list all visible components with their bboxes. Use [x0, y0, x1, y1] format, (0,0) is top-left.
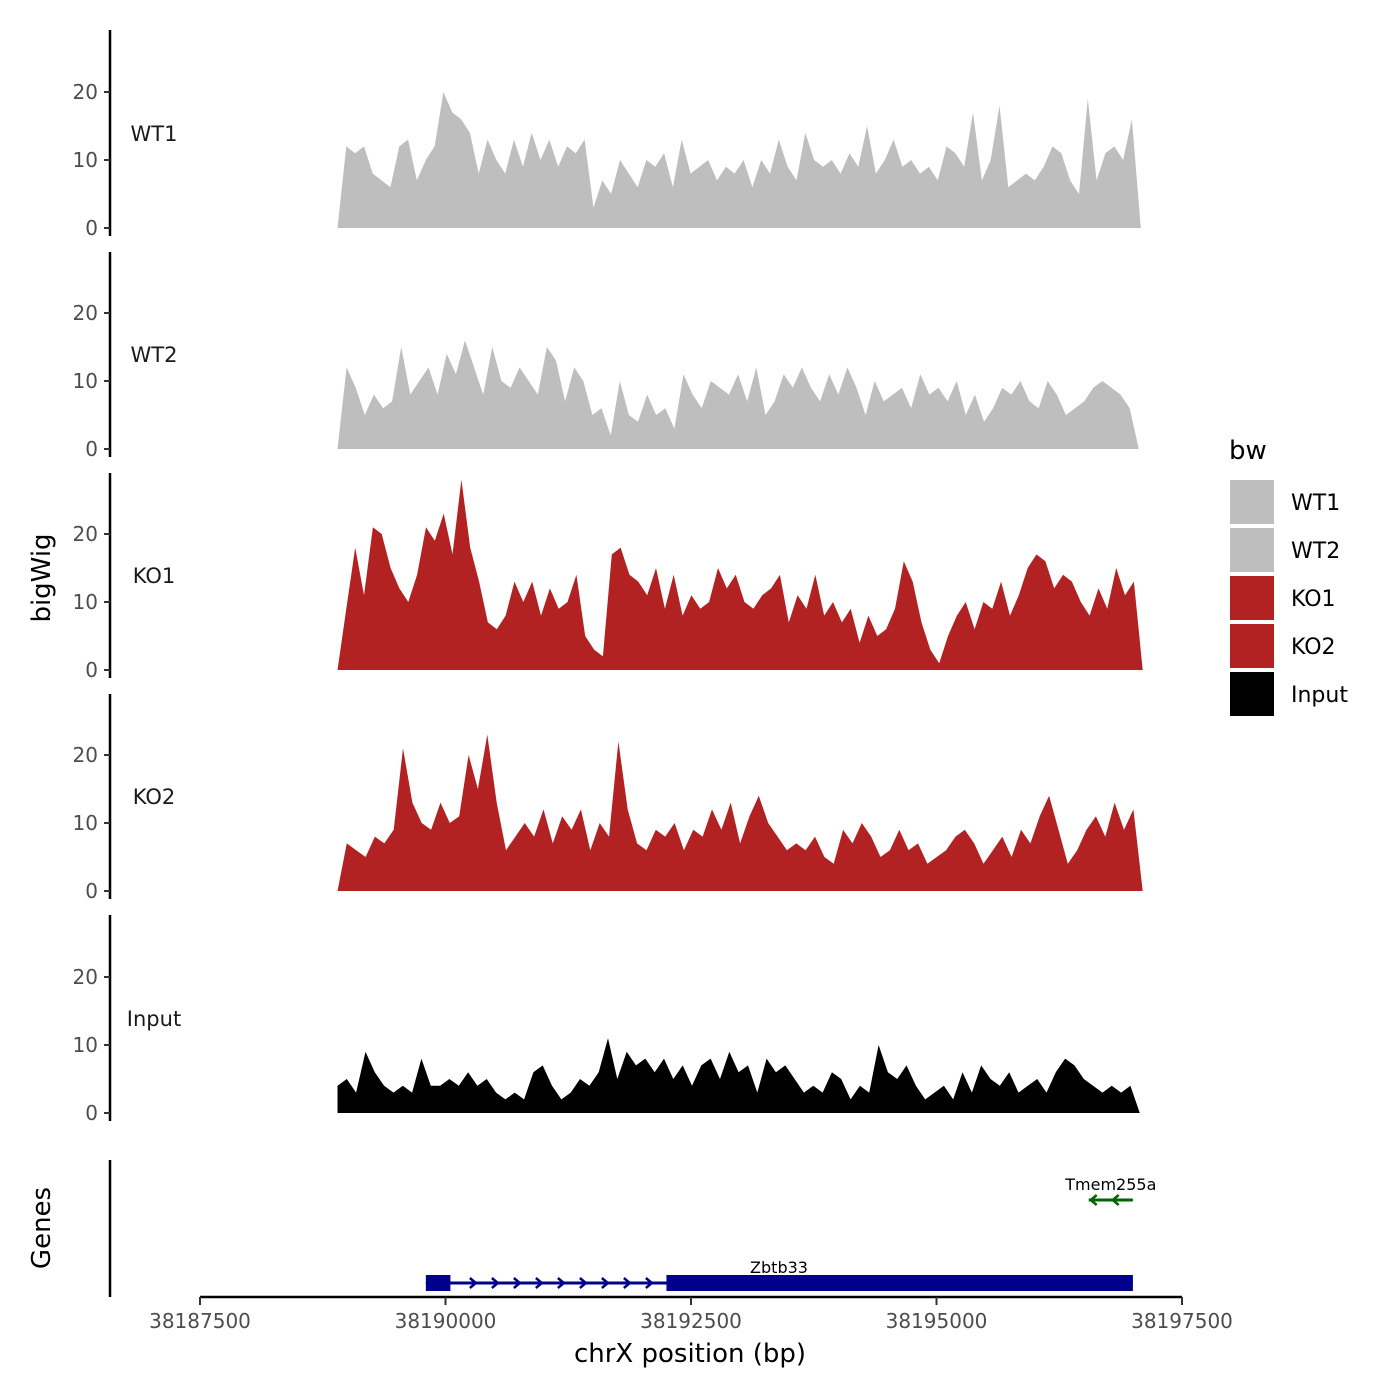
- legend-item-wt1: WT1: [1230, 480, 1340, 524]
- track-ko2: 0 10 20 KO2: [73, 694, 1143, 903]
- strand-arrow: [469, 1277, 478, 1289]
- strand-arrow: [645, 1277, 654, 1289]
- track-label: WT1: [131, 122, 178, 146]
- x-tick-label: 38197500: [1131, 1309, 1233, 1333]
- legend-label: Input: [1291, 683, 1348, 708]
- y-tick-label: 20: [73, 301, 98, 325]
- legend-item-wt2: WT2: [1230, 528, 1340, 572]
- legend-label: WT1: [1291, 491, 1340, 516]
- track-input: 0 10 20 Input: [73, 915, 1140, 1125]
- x-tick-label: 38192500: [640, 1309, 742, 1333]
- legend-label: WT2: [1291, 539, 1340, 564]
- strand-arrow: [557, 1277, 566, 1289]
- gene-label: Tmem255a: [1064, 1175, 1156, 1194]
- y-tick-label: 20: [73, 522, 98, 546]
- coverage-tracks: 0 10 20 WT1 0 10 20 WT2 0 10 20 KO1 0 10 20 KO2 0 10 20 Inp…: [73, 30, 1143, 1125]
- strand-arrow: [623, 1277, 632, 1289]
- series-area-wt1: [337, 92, 1141, 228]
- strand-arrow: [513, 1277, 522, 1289]
- y-tick-label: 10: [73, 590, 98, 614]
- x-tick-label: 38195000: [886, 1309, 988, 1333]
- track-label: Input: [127, 1007, 181, 1031]
- strand-arrow: [1110, 1194, 1120, 1206]
- legend-swatch: [1230, 624, 1274, 668]
- track-label: KO1: [133, 564, 176, 588]
- series-area-ko2: [337, 734, 1143, 891]
- y-tick-label: 20: [73, 965, 98, 989]
- y-tick-label: 0: [85, 437, 98, 461]
- strand-arrow: [579, 1277, 588, 1289]
- y-tick-label: 0: [85, 658, 98, 682]
- legend-label: KO1: [1291, 587, 1336, 612]
- legend-swatch: [1230, 480, 1274, 524]
- gene-label: Zbtb33: [750, 1258, 808, 1277]
- x-tick-label: 38190000: [395, 1309, 497, 1333]
- gene-tmem255a: Tmem255a: [1064, 1175, 1156, 1206]
- y-tick-label: 10: [73, 148, 98, 172]
- strand-arrow: [535, 1277, 544, 1289]
- y-tick-label: 0: [85, 1101, 98, 1125]
- gene-exon: [666, 1275, 1133, 1291]
- legend-item-ko2: KO2: [1230, 624, 1336, 668]
- x-axis: 38187500 38190000 38192500 38195000 38197500: [149, 1295, 1233, 1333]
- series-area-wt2: [337, 340, 1139, 449]
- series-area-input: [337, 1038, 1140, 1113]
- legend-item-input: Input: [1230, 672, 1348, 716]
- y-tick-label: 10: [73, 811, 98, 835]
- strand-arrow: [601, 1277, 610, 1289]
- legend-swatch: [1230, 576, 1274, 620]
- y-tick-label: 20: [73, 743, 98, 767]
- track-label: WT2: [131, 343, 178, 367]
- legend-swatch: [1230, 672, 1274, 716]
- y-tick-label: 10: [73, 369, 98, 393]
- x-axis-title: chrX position (bp): [574, 1339, 806, 1369]
- y-axis-title: bigWig: [27, 533, 57, 622]
- genes-panel: Genes Zbtb33 Tmem255a: [27, 1160, 1156, 1297]
- track-wt1: 0 10 20 WT1: [73, 30, 1141, 240]
- y-tick-label: 10: [73, 1033, 98, 1057]
- legend-title: bw: [1229, 436, 1267, 466]
- track-wt2: 0 10 20 WT2: [73, 252, 1139, 461]
- gene-zbtb33: Zbtb33: [425, 1258, 1133, 1291]
- x-tick-label: 38187500: [149, 1309, 251, 1333]
- y-tick-label: 20: [73, 80, 98, 104]
- legend-swatch: [1230, 528, 1274, 572]
- y-tick-label: 0: [85, 879, 98, 903]
- genes-axis-title: Genes: [27, 1187, 57, 1269]
- legend-label: KO2: [1291, 635, 1336, 660]
- series-area-ko1: [337, 479, 1143, 670]
- track-label: KO2: [133, 785, 176, 809]
- legend-item-ko1: KO1: [1230, 576, 1336, 620]
- legend: bw WT1 WT2 KO1 KO2 Input: [1229, 436, 1348, 716]
- strand-arrow: [1088, 1194, 1098, 1206]
- track-ko1: 0 10 20 KO1: [73, 473, 1143, 682]
- y-tick-label: 0: [85, 216, 98, 240]
- gene-exon: [425, 1275, 451, 1291]
- strand-arrow: [491, 1277, 500, 1289]
